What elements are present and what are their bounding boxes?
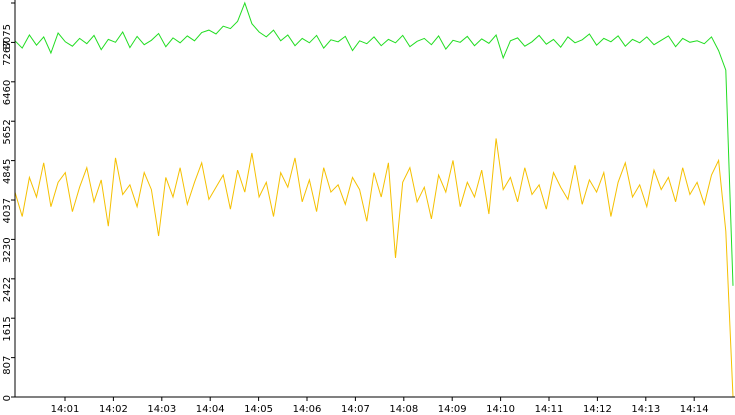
y-tick-label: 2422 xyxy=(2,277,13,302)
y-tick-label: 5652 xyxy=(2,119,13,144)
series-line xyxy=(14,138,734,398)
x-tick-label: 14:13 xyxy=(631,404,660,415)
y-tick-label: 4037 xyxy=(2,198,13,223)
x-tick-label: 14:09 xyxy=(438,404,467,415)
y-tick-label: 807 xyxy=(2,356,13,375)
y-tick-label: 6460 xyxy=(2,80,13,105)
y-tick-label: 3230 xyxy=(2,237,13,262)
x-tick-label: 14:04 xyxy=(196,404,225,415)
x-tick-label: 14:08 xyxy=(389,404,418,415)
x-tick-label: 14:05 xyxy=(244,404,273,415)
x-tick-label: 14:14 xyxy=(680,404,709,415)
x-tick-label: 14:12 xyxy=(583,404,612,415)
series-line xyxy=(14,1,734,286)
x-tick-label: 14:06 xyxy=(293,404,322,415)
y-tick-label: 7267 xyxy=(2,40,13,65)
y-tick-label: 8075 xyxy=(2,24,13,49)
x-tick-label: 14:07 xyxy=(341,404,370,415)
x-tick-label: 14:01 xyxy=(51,404,80,415)
x-tick-label: 14:03 xyxy=(147,404,176,415)
y-tick-label: 1615 xyxy=(2,316,13,341)
x-tick-label: 14:11 xyxy=(535,404,564,415)
x-tick-label: 14:02 xyxy=(99,404,128,415)
x-tick-label: 14:10 xyxy=(486,404,515,415)
y-tick-label: 0 xyxy=(2,395,13,401)
y-tick-label: 4845 xyxy=(2,159,13,184)
